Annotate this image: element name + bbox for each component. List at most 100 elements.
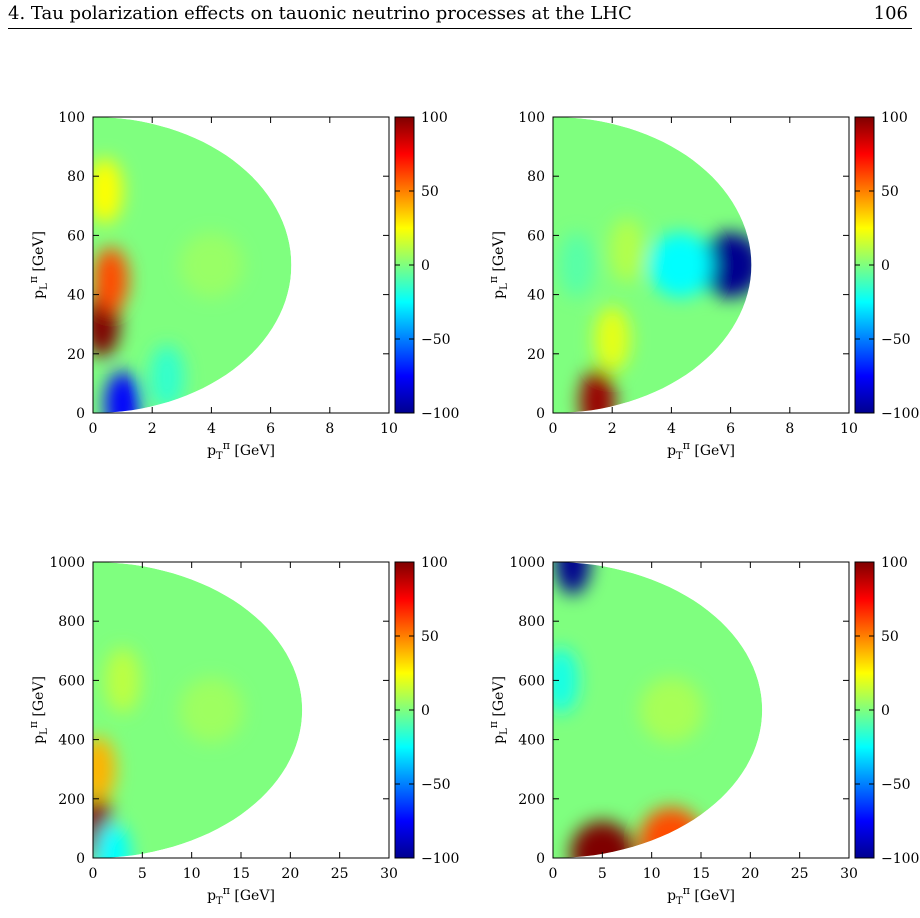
y-axis-label: pLπ [GeV] xyxy=(487,231,510,299)
x-tick-label: 4 xyxy=(207,421,216,437)
chapter-title: 4. Tau polarization effects on tauonic n… xyxy=(8,3,632,24)
colorbar-tick-label: 0 xyxy=(421,258,430,274)
y-tick-label: 800 xyxy=(58,614,85,630)
x-tick-label: 2 xyxy=(608,421,617,437)
heatmap-feature xyxy=(609,217,645,283)
y-axis-label: pLπ [GeV] xyxy=(487,676,510,744)
colorbar-tick-label: 50 xyxy=(881,629,899,645)
heatmap-feature xyxy=(93,247,129,313)
x-tick-label: 10 xyxy=(380,421,398,437)
y-tick-label: 200 xyxy=(58,792,85,808)
x-tick-label: 4 xyxy=(667,421,676,437)
heatmap-region xyxy=(93,117,292,413)
y-tick-label: 0 xyxy=(536,851,545,867)
x-tick-label: 0 xyxy=(549,421,558,437)
heatmap-feature xyxy=(698,232,752,298)
colorbar-tick-label: 100 xyxy=(881,555,908,571)
x-tick-label: 10 xyxy=(840,421,858,437)
heatmap-feature xyxy=(553,647,579,713)
colorbar-tick-label: −50 xyxy=(421,332,451,348)
colorbar-tick-label: −100 xyxy=(881,406,919,422)
y-tick-label: 20 xyxy=(527,347,545,363)
y-tick-label: 0 xyxy=(536,406,545,422)
heatmap-feature xyxy=(94,822,131,858)
page-number: 106 xyxy=(873,3,908,24)
y-axis-label: pLπ [GeV] xyxy=(27,231,50,299)
heatmap-feature xyxy=(93,736,116,802)
y-tick-label: 40 xyxy=(527,288,545,304)
x-tick-label: 5 xyxy=(138,866,147,882)
x-axis-label: pTπ [GeV] xyxy=(207,439,275,462)
heatmap-region xyxy=(93,562,303,858)
colorbar-tick-label: −100 xyxy=(421,406,459,422)
x-tick-label: 5 xyxy=(598,866,607,882)
colorbar-tick-label: −100 xyxy=(421,851,459,867)
heatmap-features xyxy=(93,158,244,413)
y-tick-label: 1000 xyxy=(509,555,545,571)
heatmap-feature xyxy=(558,232,595,298)
running-header: 4. Tau polarization effects on tauonic n… xyxy=(8,0,912,30)
colorbar-tick-label: 0 xyxy=(421,703,430,719)
x-axis-label: pTπ [GeV] xyxy=(667,439,735,462)
heatmap-feature xyxy=(179,232,244,298)
y-tick-label: 0 xyxy=(76,406,85,422)
colorbar-tick-label: 0 xyxy=(881,703,890,719)
y-tick-label: 100 xyxy=(518,110,545,126)
x-axis-label: pTπ [GeV] xyxy=(207,884,275,907)
y-tick-label: 60 xyxy=(527,228,545,244)
header-rule xyxy=(8,28,912,29)
y-tick-label: 80 xyxy=(67,169,85,185)
x-tick-label: 15 xyxy=(232,866,250,882)
heatmap-features xyxy=(558,217,752,413)
heatmap-feature xyxy=(149,344,185,411)
heatmap-feature xyxy=(594,306,630,372)
y-tick-label: 80 xyxy=(527,169,545,185)
x-tick-label: 25 xyxy=(331,866,349,882)
colorbar-tick-label: 100 xyxy=(881,110,908,126)
x-tick-label: 0 xyxy=(89,866,98,882)
x-tick-label: 2 xyxy=(148,421,157,437)
y-tick-label: 400 xyxy=(58,733,85,749)
heatmap-region xyxy=(553,117,752,413)
x-tick-label: 25 xyxy=(791,866,809,882)
y-tick-label: 60 xyxy=(67,228,85,244)
heatmap-region xyxy=(553,562,763,858)
y-tick-label: 20 xyxy=(67,347,85,363)
x-tick-label: 30 xyxy=(840,866,858,882)
heatmap-feature xyxy=(93,158,123,224)
x-tick-label: 0 xyxy=(549,866,558,882)
x-tick-label: 0 xyxy=(89,421,98,437)
plot-frame xyxy=(92,116,390,414)
x-tick-label: 10 xyxy=(183,866,201,882)
y-tick-label: 600 xyxy=(518,673,545,689)
colorbar-tick-label: −50 xyxy=(881,332,911,348)
heatmap-feature xyxy=(179,677,244,743)
y-tick-label: 600 xyxy=(58,673,85,689)
x-tick-label: 30 xyxy=(380,866,398,882)
y-tick-label: 40 xyxy=(67,288,85,304)
heatmap-features xyxy=(93,647,244,858)
y-tick-label: 800 xyxy=(518,614,545,630)
x-tick-label: 8 xyxy=(325,421,334,437)
heatmap-feature xyxy=(639,677,704,743)
y-tick-label: 400 xyxy=(518,733,545,749)
x-axis-label: pTπ [GeV] xyxy=(667,884,735,907)
x-tick-label: 6 xyxy=(726,421,735,437)
y-tick-label: 1000 xyxy=(49,555,85,571)
y-tick-label: 0 xyxy=(76,851,85,867)
heatmap-feature xyxy=(639,807,704,858)
colorbar-tick-label: 50 xyxy=(421,184,439,200)
x-tick-label: 20 xyxy=(281,866,299,882)
heatmap-feature xyxy=(648,232,713,298)
heatmap-feature xyxy=(104,647,141,713)
x-tick-label: 15 xyxy=(692,866,710,882)
colorbar-tick-label: −50 xyxy=(421,777,451,793)
x-tick-label: 10 xyxy=(643,866,661,882)
heatmap-feature xyxy=(104,371,141,413)
colorbar-tick-label: 100 xyxy=(421,110,448,126)
colorbar-tick-label: −50 xyxy=(881,777,911,793)
